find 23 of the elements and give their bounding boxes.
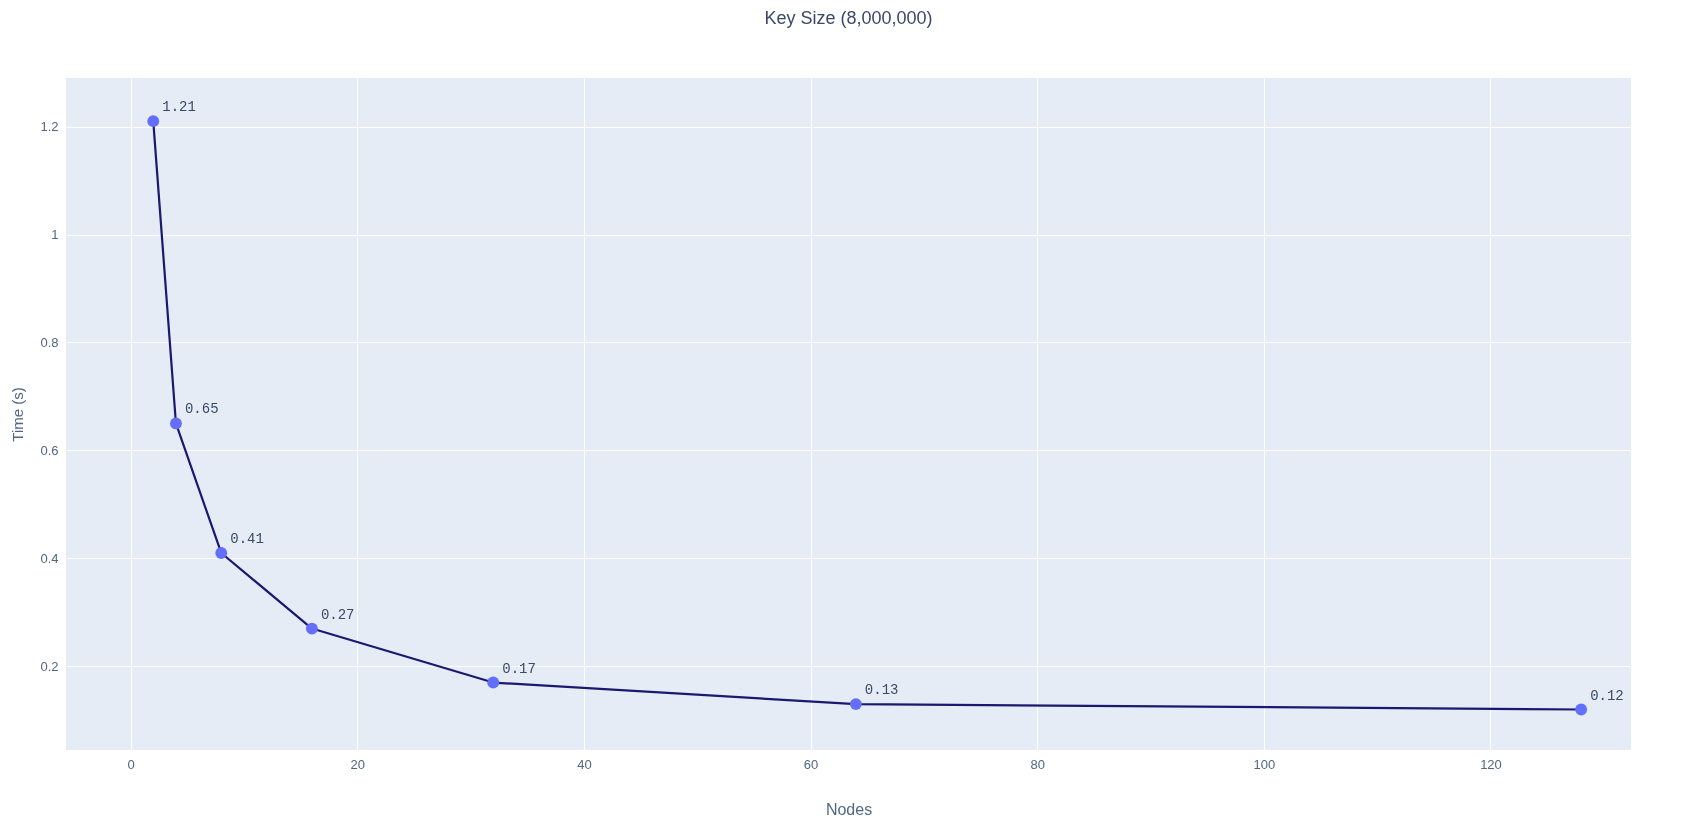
x-tick-label: 40 bbox=[577, 756, 592, 772]
x-tick-label: 120 bbox=[1480, 756, 1502, 772]
y-tick-label: 0.2 bbox=[40, 658, 59, 674]
x-axis-title: Nodes bbox=[825, 800, 873, 818]
y-tick-label: 0.4 bbox=[40, 550, 59, 566]
x-tick-label: 20 bbox=[350, 756, 365, 772]
x-tick-label: 60 bbox=[803, 756, 819, 772]
data-label: 0.17 bbox=[502, 660, 536, 677]
chart-title: Key Size (8,000,000) bbox=[764, 8, 933, 28]
y-axis-title: Time (s) bbox=[9, 387, 27, 442]
x-tick-label: 0 bbox=[127, 756, 135, 772]
y-tick-label: 1.2 bbox=[40, 119, 59, 135]
data-label: 0.65 bbox=[184, 401, 219, 418]
y-tick-label: 0.6 bbox=[40, 442, 59, 458]
x-tick-label: 100 bbox=[1253, 756, 1276, 772]
data-label: 0.13 bbox=[864, 682, 899, 699]
data-label: 0.12 bbox=[1590, 687, 1624, 704]
y-tick-label: 0.8 bbox=[40, 334, 59, 350]
data-label: 0.41 bbox=[230, 530, 264, 547]
data-label: 0.27 bbox=[320, 606, 355, 623]
y-tick-label: 1 bbox=[51, 227, 59, 243]
x-tick-label: 80 bbox=[1030, 756, 1045, 772]
data-label: 1.21 bbox=[162, 99, 196, 116]
